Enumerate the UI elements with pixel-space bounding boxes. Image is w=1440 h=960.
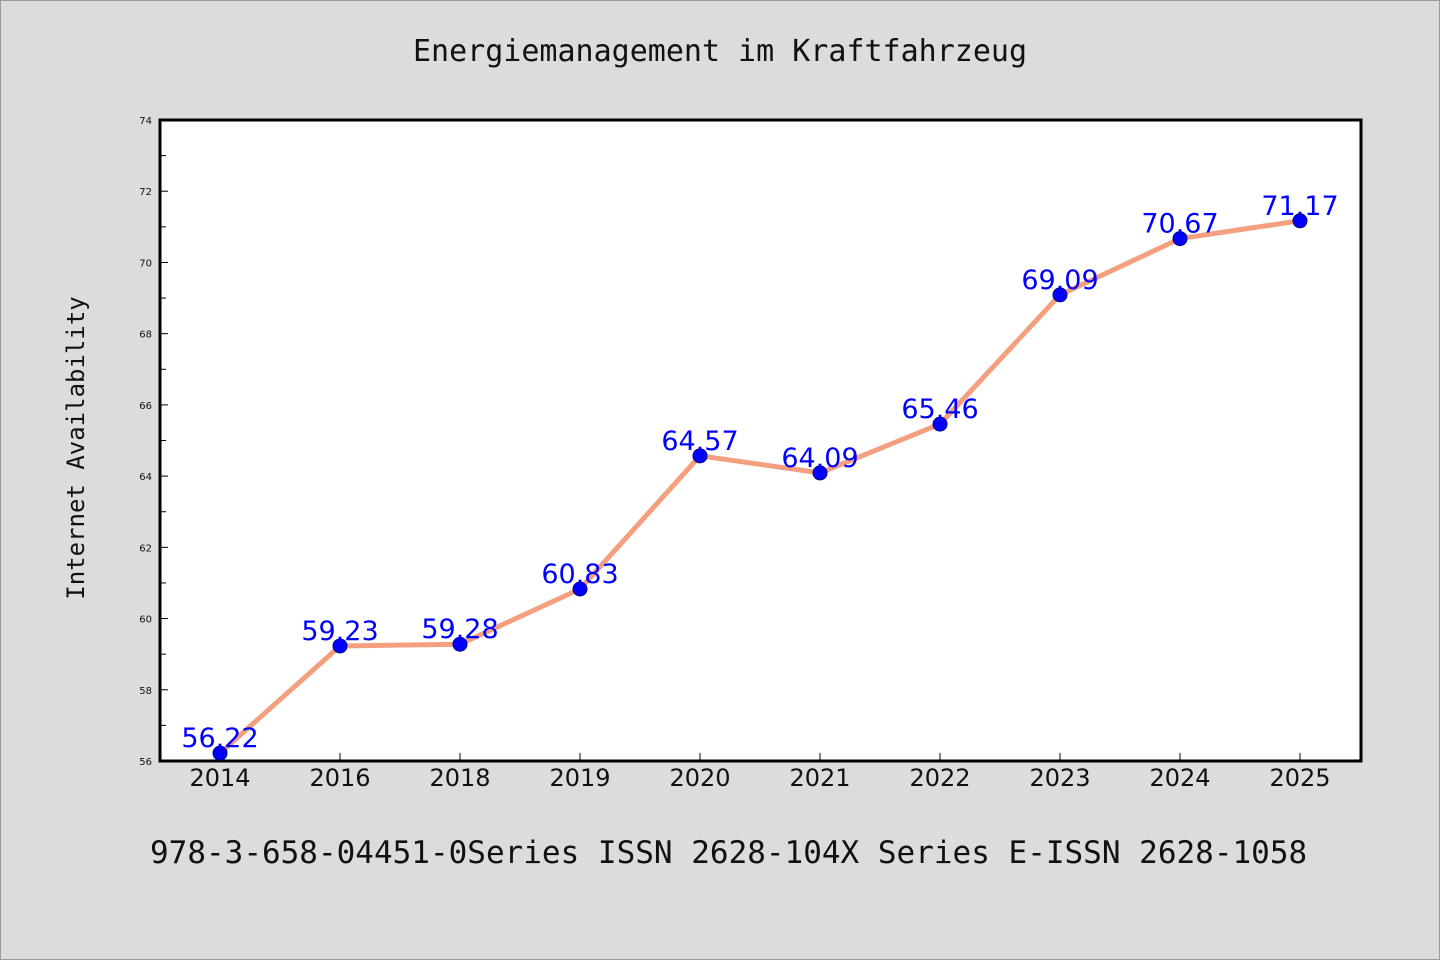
x-tick-label: 2019 [549,764,610,792]
x-tick-label: 2023 [1029,764,1090,792]
data-label: 69.09 [1021,265,1098,296]
plot-area [158,118,1363,763]
y-tick-label: 72 [139,187,152,198]
data-point [692,448,708,464]
data-label: 56.22 [181,723,258,754]
x-tick-label: 2024 [1149,764,1210,792]
y-tick-label: 66 [139,401,152,412]
data-point [212,745,228,761]
data-point [1292,213,1308,229]
y-tick-label: 68 [139,330,152,341]
data-label: 71.17 [1261,191,1338,222]
data-label: 60.83 [541,559,618,590]
y-tick-label: 56 [139,757,152,768]
footer-isbn-text: 978-3-658-04451-0Series ISSN 2628-104X S… [150,835,1308,871]
y-tick-label: 74 [139,116,152,127]
data-labels: 56.22 59.23 59.28 60.83 64.57 64.09 65.46 69.09… [181,191,1338,754]
x-axis-ticks: 2014 2016 2018 2019 2020 2021 2022 2023 2024 2025 [189,753,1331,792]
y-tick-label: 64 [139,472,152,483]
data-point [932,416,948,432]
data-point [572,581,588,597]
x-tick-label: 2022 [909,764,970,792]
data-label: 59.28 [421,614,498,645]
data-point [812,465,828,481]
data-label: 64.57 [661,426,738,457]
y-axis-ticks: 56 58 60 62 64 66 68 70 72 74 [139,116,168,768]
data-point [1052,287,1068,303]
data-label: 70.67 [1141,209,1218,240]
data-label: 59.23 [301,616,378,647]
series-line [217,218,1303,756]
data-label: 64.09 [781,443,858,474]
y-tick-label: 60 [139,615,152,626]
data-markers [212,213,1308,761]
x-tick-label: 2018 [429,764,490,792]
y-tick-label: 70 [139,258,152,269]
data-point [1172,231,1188,247]
y-tick-label: 58 [139,686,152,697]
data-point [452,636,468,652]
x-tick-label: 2020 [669,764,730,792]
x-tick-label: 2014 [189,764,250,792]
y-tick-label: 62 [139,543,152,554]
chart-title: Energiemanagement im Kraftfahrzeug [412,34,1028,69]
data-label: 65.46 [901,394,978,425]
x-tick-label: 2025 [1269,764,1330,792]
data-point [332,638,348,654]
x-tick-label: 2016 [309,764,370,792]
x-tick-label: 2021 [789,764,850,792]
